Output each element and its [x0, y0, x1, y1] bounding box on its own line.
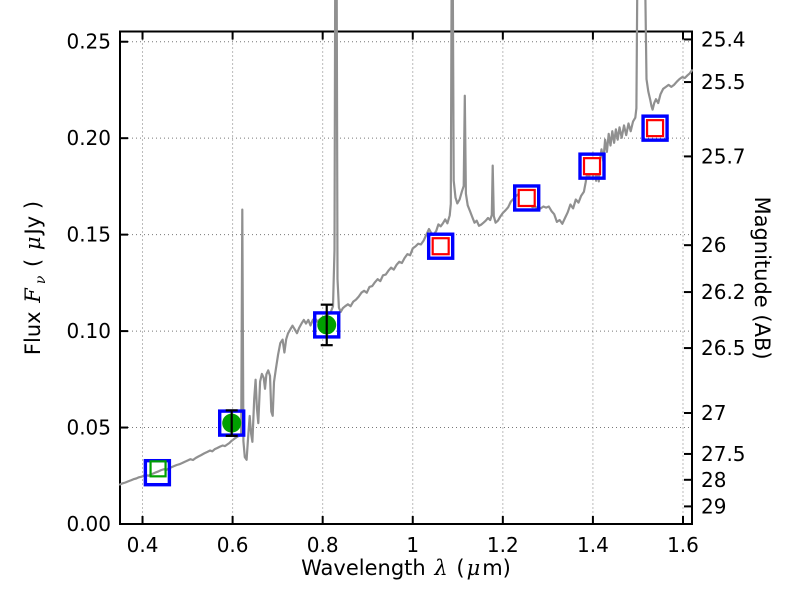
predicted-red-square-marker	[517, 188, 536, 208]
x-tick-label: 1.2	[487, 533, 519, 557]
observed-green-square-marker	[149, 460, 167, 478]
model-square-marker	[426, 232, 455, 260]
x-axis-label-text: Wavelength	[301, 556, 433, 580]
F-nu-symbol: F	[21, 288, 45, 303]
magnitude-tick-label: 25.4	[701, 27, 746, 51]
flux-unit-open: (	[21, 252, 45, 274]
magnitude-tick-label: 26	[701, 233, 726, 257]
model-square-marker	[641, 114, 669, 142]
x-axis-unit-open: (	[449, 556, 465, 580]
tick-labels: 0.4 0.6 0.8 1 1.2 1.4 1.6 0.00 0.05 0.10 0.15 0.20 0…	[66, 27, 745, 557]
magnitude-tick-label: 27.5	[701, 442, 746, 466]
model-square-marker	[513, 184, 541, 212]
magnitude-tick-label: 25.5	[701, 70, 746, 94]
flux-tick-label: 0.25	[66, 30, 111, 54]
axis-ticks	[120, 31, 692, 525]
flux-tick-label: 0.00	[66, 512, 111, 536]
flux-tick-label: 0.05	[66, 416, 111, 440]
predicted-red-square-marker	[431, 237, 450, 256]
magnitude-tick-label: 28	[701, 468, 726, 492]
flux-unit-close: Jy )	[21, 200, 45, 235]
x-tick-label: 1.4	[577, 533, 609, 557]
x-axis-unit-close: m)	[482, 556, 511, 580]
flux-tick-label: 0.20	[66, 126, 111, 150]
model-spectrum-line	[118, 0, 694, 486]
x-axis-label: Wavelength λ (μm)	[120, 556, 692, 580]
predicted-red-square-marker	[582, 157, 602, 176]
x-tick-label: 0.8	[307, 533, 339, 557]
mu-jy-symbol: μ	[21, 236, 45, 251]
magnitude-tick-label: 25.7	[701, 144, 746, 168]
magnitude-tick-label: 26.5	[701, 336, 746, 360]
magnitude-tick-label: 27	[701, 401, 726, 425]
plot-border	[119, 30, 693, 525]
magnitude-tick-label: 26.2	[701, 280, 746, 304]
model-square-marker	[578, 152, 606, 180]
flux-label-text: Flux	[21, 304, 45, 356]
y-axis-label-magnitude: Magnitude (AB)	[750, 196, 774, 360]
photometry-markers	[143, 114, 669, 487]
error-bar	[225, 409, 238, 437]
flux-tick-label: 0.15	[66, 223, 111, 247]
x-tick-label: 1.6	[667, 533, 699, 557]
x-tick-label: 0.6	[217, 533, 249, 557]
mu-symbol: μ	[466, 556, 481, 580]
y-axis-label-flux: Flux Fν ( μJy )	[18, 48, 50, 508]
flux-tick-label: 0.10	[66, 319, 111, 343]
nu-subscript: ν	[33, 275, 50, 285]
lambda-symbol: λ	[434, 556, 448, 580]
error-bar	[320, 303, 333, 347]
x-tick-label: 0.4	[127, 533, 159, 557]
magnitude-tick-label: 29	[701, 494, 726, 518]
predicted-red-square-marker	[645, 119, 665, 138]
gridlines	[120, 31, 692, 524]
x-tick-label: 1	[406, 533, 419, 557]
